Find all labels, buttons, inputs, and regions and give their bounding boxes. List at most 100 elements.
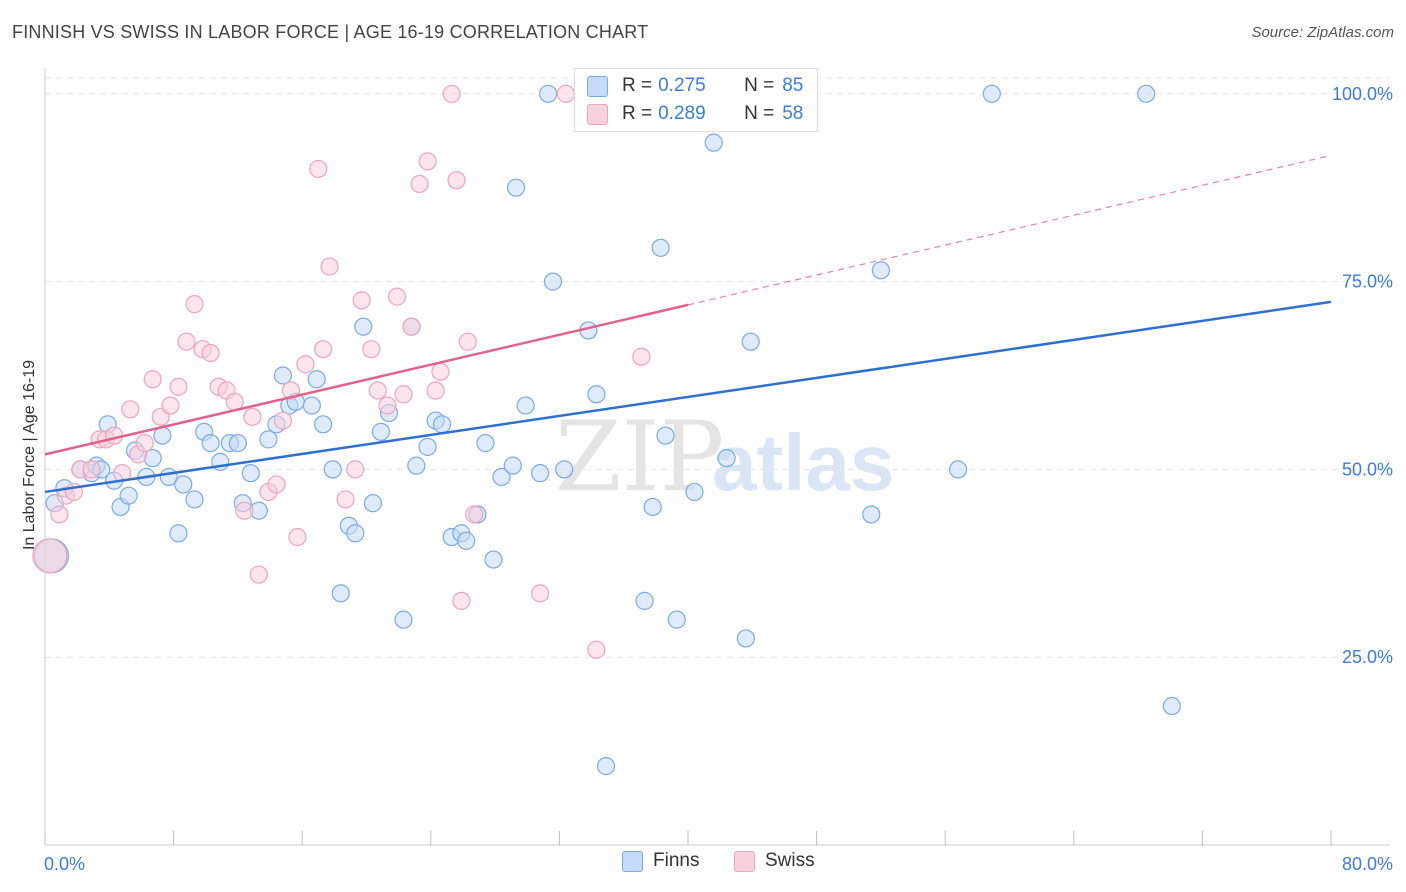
- point-finns: [354, 317, 373, 336]
- point-swiss: [169, 377, 188, 396]
- legend-item-finns: Finns: [622, 850, 699, 872]
- point-finns: [346, 524, 365, 543]
- point-swiss: [587, 640, 606, 659]
- source-credit: Source: ZipAtlas.com: [1251, 24, 1394, 41]
- point-finns: [476, 434, 495, 453]
- legend-label-finns: Finns: [653, 850, 700, 871]
- point-swiss: [418, 152, 437, 171]
- trend-line-swiss: [44, 303, 689, 456]
- trend-line-finns: [44, 300, 1332, 494]
- y-tick-label: 100.0%: [1332, 84, 1393, 104]
- point-finns: [484, 550, 503, 569]
- finns-swatch: [587, 75, 608, 97]
- point-finns: [457, 531, 476, 550]
- point-swiss: [442, 84, 461, 103]
- point-finns: [307, 370, 326, 389]
- point-swiss: [402, 317, 421, 336]
- point-swiss: [426, 381, 445, 400]
- point-finns: [635, 591, 654, 610]
- x-tick-label-min: 0.0%: [44, 854, 85, 874]
- point-finns: [643, 497, 662, 517]
- point-swiss: [82, 460, 101, 479]
- point-finns: [516, 396, 535, 415]
- y-axis-label: In Labor Force | Age 16-19: [21, 360, 38, 550]
- point-swiss: [313, 340, 333, 359]
- point-finns: [982, 84, 1001, 103]
- point-finns: [656, 426, 675, 445]
- series-legend: Finns Swiss: [0, 850, 1406, 880]
- point-swiss: [288, 527, 307, 547]
- point-finns: [201, 434, 220, 453]
- point-swiss: [431, 362, 450, 381]
- point-finns: [704, 133, 723, 152]
- point-swiss: [465, 505, 484, 524]
- point-swiss: [309, 159, 328, 179]
- point-finns: [587, 385, 606, 404]
- point-finns: [736, 629, 755, 648]
- point-swiss: [267, 475, 286, 494]
- y-tick-label: 75.0%: [1342, 272, 1393, 292]
- point-finns: [531, 464, 550, 483]
- point-swiss: [185, 295, 204, 314]
- point-swiss: [281, 381, 301, 400]
- point-finns: [539, 84, 558, 103]
- point-swiss: [336, 490, 355, 509]
- stats-row-finns: R = 0.275 N = 85: [587, 73, 803, 99]
- point-swiss: [249, 565, 268, 584]
- y-tick-label: 50.0%: [1342, 459, 1393, 479]
- point-swiss: [556, 84, 575, 103]
- point-finns: [394, 610, 413, 629]
- point-swiss: [346, 460, 365, 479]
- y-tick-label: 25.0%: [1342, 647, 1393, 667]
- watermark-atlas: atlas: [712, 418, 894, 507]
- stats-legend: R = 0.275 N = 85 R = 0.289 N = 58: [574, 68, 818, 132]
- point-finns: [174, 475, 193, 494]
- grid-lines: [45, 77, 1390, 658]
- point-finns: [543, 272, 563, 291]
- point-swiss: [458, 332, 477, 351]
- swiss-swatch: [587, 103, 608, 125]
- point-swiss: [320, 257, 339, 276]
- point-swiss: [452, 591, 471, 610]
- point-swiss: [447, 171, 466, 190]
- point-finns: [741, 332, 760, 351]
- point-finns: [651, 238, 670, 257]
- y-tick-labels: 25.0% 50.0% 75.0% 100.0%: [1332, 84, 1393, 667]
- point-finns: [492, 467, 511, 487]
- point-swiss: [243, 407, 262, 426]
- trend-extension-swiss: [687, 154, 1332, 306]
- point-swiss: [531, 584, 550, 603]
- point-finns: [685, 482, 704, 502]
- point-finns: [185, 490, 204, 509]
- point-swiss: [296, 355, 315, 374]
- point-finns: [948, 460, 968, 479]
- point-swiss: [50, 505, 69, 524]
- finns-r-value: 0.275: [658, 75, 706, 96]
- point-finns: [596, 757, 616, 776]
- legend-swatch-swiss: [734, 850, 755, 872]
- point-swiss: [410, 174, 429, 194]
- swiss-r-value: 0.289: [658, 103, 706, 124]
- point-swiss: [105, 426, 124, 445]
- point-finns: [363, 494, 383, 513]
- point-finns: [1162, 696, 1181, 716]
- point-finns: [667, 610, 686, 629]
- chart-title: FINNISH VS SWISS IN LABOR FORCE | AGE 16…: [12, 22, 649, 42]
- n-label: N =: [744, 75, 775, 96]
- swiss-n-value: 58: [782, 103, 804, 124]
- point-finns: [862, 505, 881, 524]
- point-finns: [331, 584, 350, 603]
- point-finns: [407, 456, 426, 475]
- point-finns: [432, 415, 452, 434]
- n-label: N =: [744, 103, 775, 124]
- point-swiss: [161, 396, 180, 415]
- point-swiss: [135, 434, 154, 453]
- point-finns: [302, 396, 321, 415]
- axes: [44, 68, 1390, 846]
- point-finns: [259, 430, 278, 449]
- point-finns: [506, 178, 526, 197]
- point-swiss: [387, 287, 407, 306]
- point-swiss: [394, 385, 413, 404]
- point-finns: [119, 486, 138, 505]
